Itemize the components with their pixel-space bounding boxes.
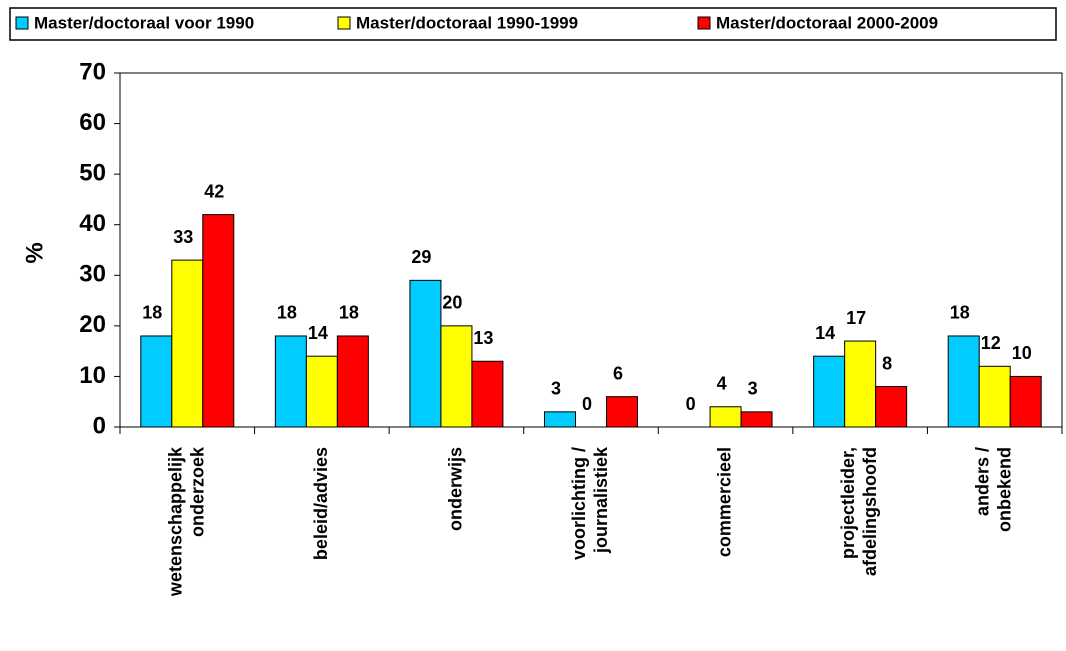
bar bbox=[171, 259, 204, 428]
y-tick-label: 70 bbox=[79, 58, 106, 85]
bar bbox=[740, 411, 773, 428]
value-label: 3 bbox=[748, 379, 758, 399]
bar bbox=[978, 365, 1011, 428]
value-label: 18 bbox=[339, 303, 359, 323]
legend-swatch bbox=[337, 16, 351, 30]
x-tick-label: anders / onbekend bbox=[972, 447, 1014, 532]
x-tick-label: beleid/advies bbox=[311, 447, 331, 560]
value-label: 17 bbox=[846, 308, 866, 328]
y-tick-label: 10 bbox=[79, 362, 106, 389]
bar bbox=[202, 214, 235, 428]
value-label: 18 bbox=[142, 303, 162, 323]
x-tick-label: projectleider, afdelingshoofd bbox=[838, 447, 880, 576]
bar bbox=[409, 279, 442, 428]
legend-swatch bbox=[697, 16, 711, 30]
value-label: 3 bbox=[551, 379, 561, 399]
value-label: 12 bbox=[981, 333, 1001, 353]
value-label: 0 bbox=[686, 394, 696, 414]
y-tick-label: 20 bbox=[79, 311, 106, 338]
legend-swatch bbox=[15, 16, 29, 30]
value-label: 10 bbox=[1012, 343, 1032, 363]
legend-box bbox=[9, 7, 1057, 41]
bar bbox=[813, 355, 846, 428]
bar bbox=[305, 355, 338, 428]
value-label: 0 bbox=[582, 394, 592, 414]
value-label: 42 bbox=[204, 181, 224, 201]
bar bbox=[844, 340, 877, 428]
y-axis-label: % bbox=[21, 242, 48, 263]
y-tick-label: 0 bbox=[93, 412, 106, 439]
x-tick-label: onderwijs bbox=[445, 447, 465, 531]
value-label: 13 bbox=[473, 328, 493, 348]
bar bbox=[606, 396, 638, 428]
legend-label: Master/doctoraal 1990-1999 bbox=[356, 13, 578, 32]
y-tick-label: 30 bbox=[79, 261, 106, 288]
legend-label: Master/doctoraal 2000-2009 bbox=[716, 13, 938, 32]
value-label: 18 bbox=[950, 303, 970, 323]
value-label: 29 bbox=[411, 247, 431, 267]
value-label: 14 bbox=[815, 323, 835, 343]
bar bbox=[471, 360, 504, 428]
value-label: 20 bbox=[442, 293, 462, 313]
x-tick-label: voorlichting / journalistiek bbox=[569, 446, 611, 560]
y-tick-label: 50 bbox=[79, 159, 106, 186]
x-tick-label: wetenschappelijk onderzoek bbox=[165, 446, 207, 597]
value-label: 8 bbox=[882, 353, 892, 373]
bar bbox=[440, 325, 473, 428]
bar bbox=[544, 411, 576, 428]
value-label: 14 bbox=[308, 323, 328, 343]
bar bbox=[140, 335, 173, 428]
legend-label: Master/doctoraal voor 1990 bbox=[34, 13, 254, 32]
plot-frame bbox=[119, 72, 1063, 428]
value-label: 33 bbox=[173, 227, 193, 247]
bar bbox=[1009, 375, 1042, 428]
y-tick-label: 60 bbox=[79, 109, 106, 136]
value-label: 18 bbox=[277, 303, 297, 323]
bar bbox=[274, 335, 307, 428]
bar bbox=[709, 406, 742, 428]
bar bbox=[336, 335, 369, 428]
value-label: 6 bbox=[613, 363, 623, 383]
x-tick-label: commercieel bbox=[714, 447, 734, 557]
bar bbox=[947, 335, 980, 428]
y-tick-label: 40 bbox=[79, 210, 106, 237]
bar bbox=[875, 386, 908, 428]
value-label: 4 bbox=[717, 374, 727, 394]
